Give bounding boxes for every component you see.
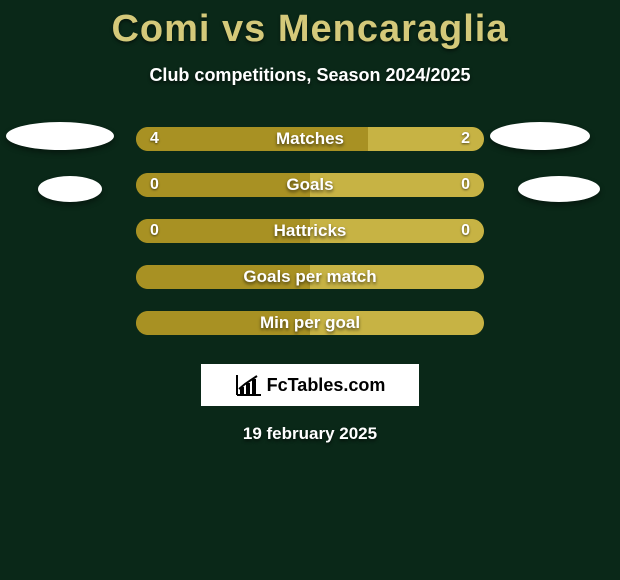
stat-value-left: 0 bbox=[150, 222, 159, 240]
date-line: 19 february 2025 bbox=[0, 424, 620, 444]
stat-value-right: 0 bbox=[461, 222, 470, 240]
stat-bar: Goals per match bbox=[136, 265, 484, 289]
stat-label: Min per goal bbox=[260, 313, 360, 333]
stat-value-right: 2 bbox=[461, 130, 470, 148]
logo-box: FcTables.com bbox=[201, 364, 419, 406]
decorative-ellipse-1 bbox=[38, 176, 102, 202]
stat-bar: 0 0 Hattricks bbox=[136, 219, 484, 243]
stat-value-right: 0 bbox=[461, 176, 470, 194]
stat-row: 0 0 Hattricks bbox=[0, 208, 620, 254]
stat-bar: 0 0 Goals bbox=[136, 173, 484, 197]
stats-area: 4 2 Matches 0 0 Goals 0 0 Hattricks Goals per mat… bbox=[0, 116, 620, 346]
bar-right-fill bbox=[310, 173, 484, 197]
stat-label: Matches bbox=[276, 129, 344, 149]
stat-value-left: 4 bbox=[150, 130, 159, 148]
logo-text: FcTables.com bbox=[267, 375, 386, 396]
stat-bar: Min per goal bbox=[136, 311, 484, 335]
decorative-ellipse-2 bbox=[490, 122, 590, 150]
bar-left-fill bbox=[136, 173, 310, 197]
page-title: Comi vs Mencaraglia bbox=[0, 8, 620, 51]
infographic-root: Comi vs Mencaraglia Club competitions, S… bbox=[0, 0, 620, 444]
stat-row: Min per goal bbox=[0, 300, 620, 346]
stat-row: Goals per match bbox=[0, 254, 620, 300]
bar-chart-icon bbox=[235, 373, 263, 397]
stat-value-left: 0 bbox=[150, 176, 159, 194]
stat-bar: 4 2 Matches bbox=[136, 127, 484, 151]
stat-label: Goals per match bbox=[243, 267, 376, 287]
stat-label: Hattricks bbox=[274, 221, 347, 241]
logo: FcTables.com bbox=[235, 373, 386, 397]
decorative-ellipse-3 bbox=[518, 176, 600, 202]
stat-label: Goals bbox=[286, 175, 333, 195]
decorative-ellipse-0 bbox=[6, 122, 114, 150]
subtitle: Club competitions, Season 2024/2025 bbox=[0, 65, 620, 86]
